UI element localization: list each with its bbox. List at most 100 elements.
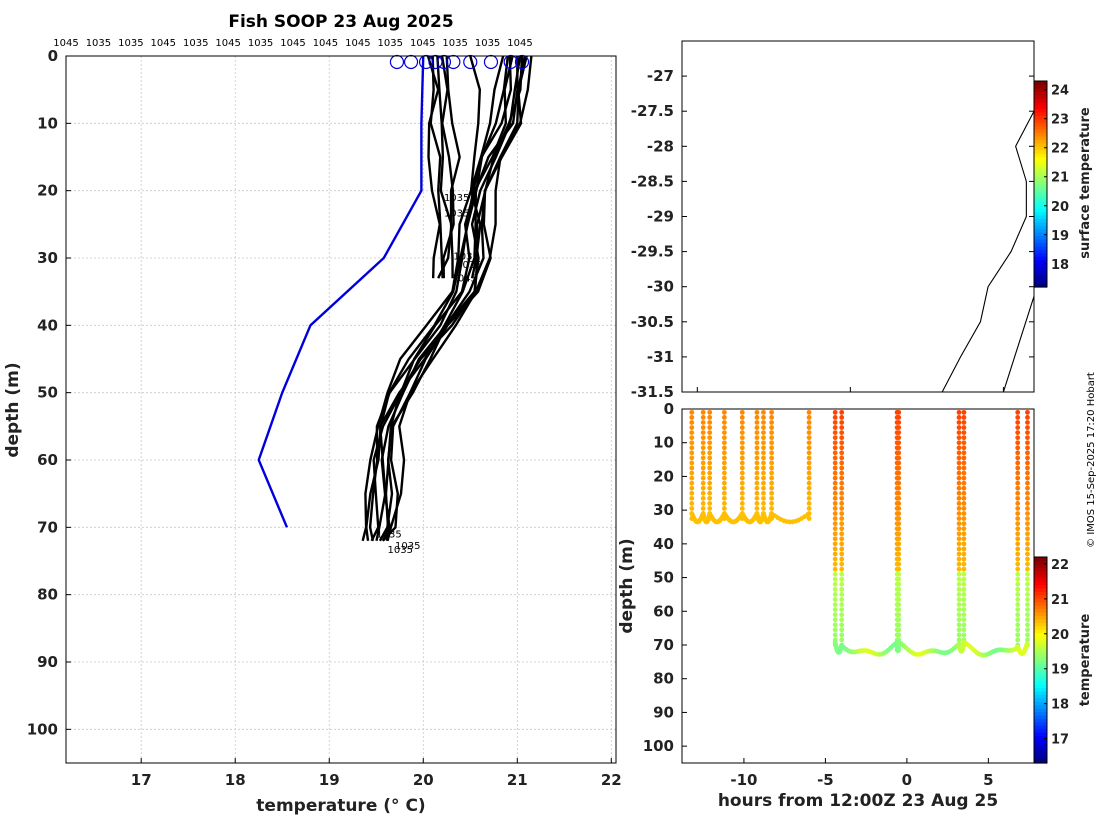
section-point: [707, 440, 713, 446]
section-point: [707, 490, 713, 496]
section-colorbar-step: [1034, 708, 1047, 713]
section-point: [1024, 641, 1030, 647]
section-point: [956, 470, 962, 476]
section-point: [806, 460, 812, 466]
section-point: [689, 501, 695, 506]
section-point: [961, 561, 967, 567]
section-point: [839, 470, 845, 476]
section-point: [806, 420, 812, 425]
top-time-label: 1035: [86, 38, 111, 49]
surface-marker-circle: [483, 54, 499, 70]
section-point: [707, 475, 713, 481]
section-point: [839, 617, 845, 623]
section-y-tick-label: 70: [653, 636, 674, 654]
section-colorbar-step: [1034, 591, 1047, 596]
section-point: [956, 627, 962, 633]
map-colorbar-step: [1034, 235, 1047, 240]
section-point: [721, 460, 727, 466]
top-time-label: 1045: [507, 38, 532, 49]
section-point: [956, 430, 962, 435]
section-colorbar-step: [1034, 670, 1047, 675]
section-point: [832, 511, 838, 516]
section-point: [806, 516, 812, 521]
section-point: [739, 480, 745, 486]
section-colorbar-step: [1034, 629, 1047, 634]
section-point: [1015, 622, 1021, 628]
map-y-tick-label: -29: [647, 208, 674, 226]
map-colorbar-tick-label: 24: [1051, 84, 1069, 99]
section-point: [1025, 450, 1030, 456]
section-point: [754, 445, 760, 451]
section-point: [700, 425, 706, 430]
section-colorbar-step: [1034, 649, 1047, 654]
section-point: [832, 561, 838, 567]
section-colorbar-step: [1034, 690, 1047, 695]
section-point: [839, 475, 845, 481]
section-y-tick-label: 100: [643, 737, 674, 755]
section-point: [1015, 597, 1021, 602]
depth-time-label: 1035: [456, 260, 481, 271]
section-colorbar-step: [1034, 684, 1047, 689]
section-point: [896, 430, 902, 435]
section-y-tick-label: 30: [653, 501, 674, 519]
section-point: [806, 430, 812, 435]
section-point: [956, 440, 962, 446]
section-point: [956, 501, 962, 506]
section-point: [721, 475, 727, 481]
map-colorbar-label: surface temperature: [1078, 107, 1093, 259]
top-cast-time-labels: 1045 1035 1035 1045 1035 1045 1035 1045 1045 1045…: [53, 38, 532, 49]
section-point: [1025, 602, 1030, 607]
section-point: [1025, 420, 1030, 425]
section-point: [961, 485, 967, 491]
section-point: [956, 586, 962, 592]
map-colorbar-step: [1034, 159, 1047, 164]
section-point: [700, 430, 706, 435]
section-point: [806, 475, 812, 481]
section-point: [896, 435, 902, 441]
section-point: [832, 607, 838, 612]
map-colorbar-step: [1034, 197, 1047, 202]
section-colorbar-step: [1034, 635, 1047, 640]
section-point: [1015, 546, 1021, 552]
section-point: [806, 440, 812, 446]
section-colorbar-step: [1034, 646, 1047, 651]
section-point: [961, 495, 967, 501]
section-point: [700, 506, 706, 511]
profile-y-tick-label: 60: [37, 451, 58, 469]
section-point: [739, 409, 745, 415]
section-point: [806, 501, 812, 506]
map-colorbar-step: [1034, 81, 1047, 86]
section-point: [689, 415, 695, 420]
section-point: [1025, 551, 1030, 557]
section-colorbar-step: [1034, 563, 1047, 568]
section-point: [806, 415, 812, 420]
section-colorbar-step: [1034, 673, 1047, 678]
section-point: [1015, 490, 1021, 496]
chart-title: Fish SOOP 23 Aug 2025: [228, 12, 453, 32]
shallow-profile-line: [445, 56, 461, 279]
profile-y-axis-label: depth (m): [3, 362, 23, 457]
section-point: [839, 501, 845, 506]
section-point: [956, 632, 962, 638]
section-point: [739, 460, 745, 466]
section-point: [1025, 506, 1030, 511]
depth-time-label: 1035: [395, 541, 420, 552]
section-point: [832, 490, 838, 496]
section-point: [761, 435, 766, 441]
map-colorbar-step: [1034, 283, 1047, 288]
top-time-label: 1035: [183, 38, 208, 49]
section-point: [707, 465, 713, 471]
top-time-label: 1045: [53, 38, 78, 49]
section-point: [839, 551, 845, 557]
section-point: [1025, 617, 1030, 623]
map-colorbar-step: [1034, 135, 1047, 140]
profile-y-tick-label: 70: [37, 518, 58, 536]
section-point: [689, 430, 695, 435]
section-point: [956, 597, 962, 602]
section-point: [1025, 622, 1030, 628]
section-point: [839, 637, 845, 643]
section-point: [832, 627, 838, 633]
section-point: [754, 450, 760, 456]
map-colorbar-step: [1034, 153, 1047, 158]
section-point: [839, 541, 845, 547]
